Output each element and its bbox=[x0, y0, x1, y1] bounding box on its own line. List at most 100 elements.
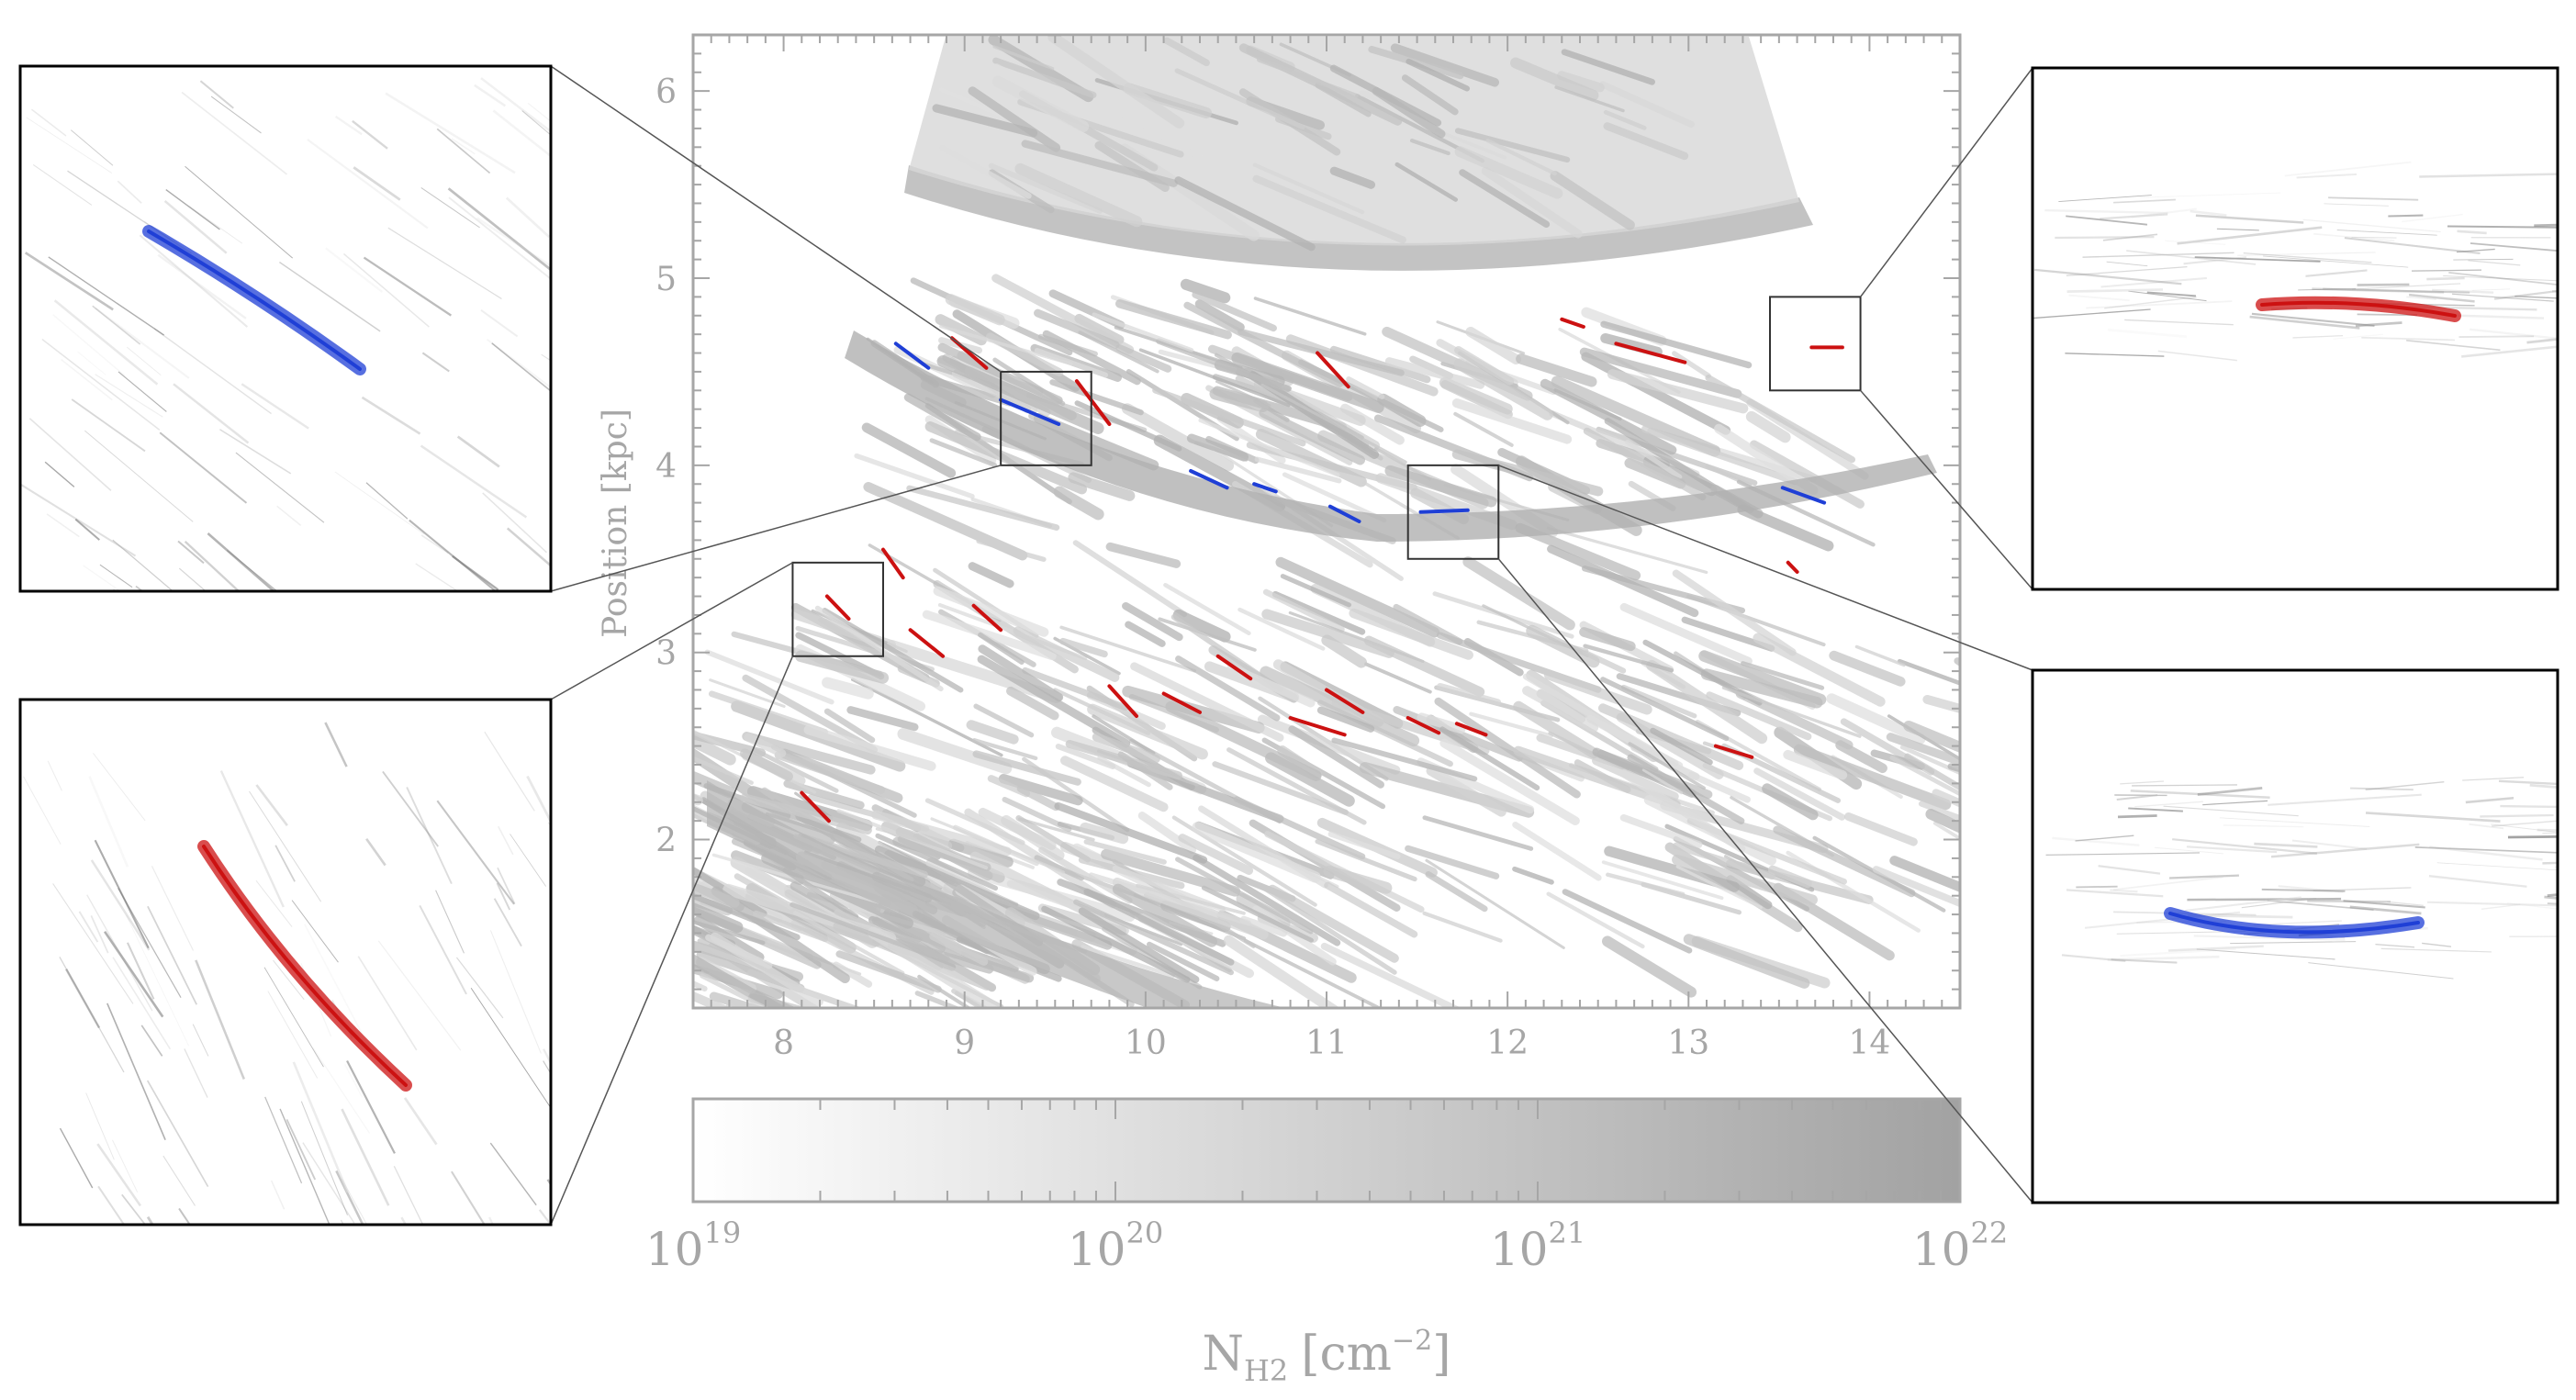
gas-streak bbox=[1672, 854, 1818, 905]
inset-gas-strand bbox=[2065, 353, 2165, 357]
gas-streak bbox=[1255, 429, 1367, 487]
gas-streak bbox=[1259, 408, 1366, 465]
inset-gas-strand bbox=[2432, 288, 2494, 294]
inset-gas-strand bbox=[92, 305, 141, 345]
gas-streak bbox=[1599, 81, 1696, 129]
red-filament-track bbox=[1406, 716, 1441, 735]
gas-streak bbox=[1158, 617, 1257, 652]
gas-streak bbox=[1516, 353, 1597, 387]
gas-streak bbox=[1513, 700, 1599, 759]
inset-gas-strand bbox=[2100, 276, 2208, 288]
inset-gas-strand bbox=[2249, 315, 2360, 330]
inset-gas-strand bbox=[346, 1059, 396, 1154]
x-tick-label: 13 bbox=[1667, 1025, 1709, 1062]
gas-streak bbox=[1172, 609, 1231, 643]
inset-gas-strand bbox=[365, 838, 386, 867]
inset-gas-strand bbox=[249, 790, 322, 902]
inset-gas-strand bbox=[300, 1101, 348, 1215]
inset-gas-strand bbox=[127, 346, 162, 375]
inset-gas-strand bbox=[2243, 252, 2372, 263]
red-filament-track bbox=[1325, 688, 1365, 714]
inset-gas-strand bbox=[70, 129, 114, 166]
inset-gas-strand bbox=[2542, 861, 2558, 865]
inset-gas-strand bbox=[2343, 900, 2425, 909]
gas-streak bbox=[1081, 945, 1175, 979]
inset-gas-strand bbox=[543, 1060, 551, 1075]
zoom-box bbox=[1000, 370, 1092, 466]
inset-gas-strand bbox=[2177, 226, 2323, 245]
gas-streak bbox=[1843, 812, 1918, 846]
red-filament-track bbox=[1713, 744, 1754, 759]
inset-gas-strand bbox=[85, 1092, 115, 1160]
inset-gas-strand bbox=[436, 128, 491, 174]
inset-gas-strand bbox=[470, 988, 551, 1108]
gas-streak bbox=[1359, 762, 1535, 818]
gas-streak bbox=[693, 980, 708, 991]
inset-gas-strand bbox=[135, 585, 144, 591]
inset-gas-strand bbox=[527, 102, 551, 123]
y-tick-label: 3 bbox=[655, 635, 677, 673]
gas-streak bbox=[1435, 129, 1507, 160]
inset-gas-strand bbox=[2076, 885, 2118, 889]
gas-streak bbox=[1088, 872, 1251, 926]
inset-gas-strand bbox=[2190, 209, 2227, 217]
inset-gas-strand bbox=[547, 822, 551, 827]
inset-gas-strand bbox=[177, 540, 205, 565]
gas-streak bbox=[1282, 472, 1387, 523]
red-filament-track bbox=[1074, 379, 1112, 426]
gas-streak bbox=[1041, 905, 1191, 983]
inset-gas-strand bbox=[279, 1108, 330, 1225]
zoom-connector-line bbox=[550, 562, 793, 700]
gas-streak bbox=[814, 605, 944, 692]
red-filament-core bbox=[202, 845, 408, 1087]
inset-gas-strand bbox=[157, 253, 247, 319]
inset-gas-strand bbox=[235, 452, 325, 523]
gas-streak bbox=[972, 738, 1038, 761]
gas-streak bbox=[1068, 472, 1136, 501]
inset-gas-strand bbox=[489, 1142, 537, 1206]
inset-gas-strand bbox=[2470, 242, 2558, 252]
inset-gas-strand bbox=[2333, 333, 2383, 340]
inset-gas-strand bbox=[2443, 275, 2558, 282]
gas-streak bbox=[929, 932, 989, 966]
inset-gas-strand bbox=[273, 959, 305, 1001]
gas-streak bbox=[1583, 427, 1707, 501]
gas-streak bbox=[939, 144, 1032, 199]
inset-gas-strand bbox=[270, 1180, 286, 1210]
gas-streak bbox=[1439, 738, 1580, 825]
inset-gas-strand bbox=[2491, 823, 2555, 833]
gas-streak bbox=[752, 747, 839, 793]
colorbar-tick-label: 1022 bbox=[1912, 1215, 2008, 1276]
inset-gas-strand bbox=[210, 95, 262, 134]
inset-gas-strand bbox=[2268, 793, 2422, 806]
gas-streak bbox=[742, 674, 878, 754]
inset-gas-strand bbox=[2375, 944, 2415, 948]
inset-gas-strand bbox=[2237, 252, 2376, 256]
inset-gas-strand bbox=[2154, 846, 2224, 855]
gas-streak bbox=[1122, 601, 1183, 642]
gas-streak bbox=[1459, 169, 1551, 229]
gas-streak bbox=[1390, 43, 1500, 87]
gas-streak bbox=[1323, 865, 1393, 894]
inset-gas-strand bbox=[2082, 252, 2234, 258]
gas-streak bbox=[1922, 695, 1960, 714]
gas-streak bbox=[1481, 166, 1583, 239]
gas-streak bbox=[906, 485, 1060, 531]
gas-streak bbox=[1034, 308, 1120, 350]
gas-streak bbox=[1829, 650, 1906, 687]
gas-streak bbox=[1238, 607, 1326, 651]
gas-streak bbox=[1600, 677, 1730, 742]
gas-streak bbox=[1607, 369, 1749, 414]
gas-streak bbox=[1510, 57, 1599, 101]
inset-gas-strand bbox=[324, 722, 348, 767]
inset-gas-strand bbox=[286, 1118, 317, 1181]
inset-gas-strand bbox=[2388, 214, 2424, 218]
gas-streak bbox=[1554, 85, 1625, 113]
gas-streak bbox=[1889, 756, 1960, 797]
gas-streak bbox=[1083, 92, 1204, 162]
inset-gas-strand bbox=[2526, 338, 2558, 344]
inset-gas-strand bbox=[118, 371, 167, 412]
inset-gas-strand bbox=[2451, 293, 2554, 302]
inset-gas-strand bbox=[99, 564, 133, 588]
gas-streak bbox=[1372, 86, 1446, 139]
